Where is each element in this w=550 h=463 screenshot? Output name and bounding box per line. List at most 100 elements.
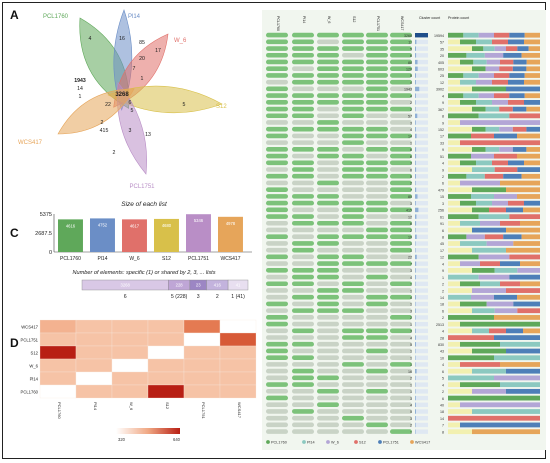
presence-pill	[390, 294, 412, 300]
composition-segment	[460, 301, 487, 307]
presence-pill	[366, 100, 388, 105]
table-col-header: Pl14	[302, 16, 306, 23]
cluster-bar	[415, 241, 416, 246]
presence-pill	[342, 247, 364, 253]
composition-segment	[485, 126, 500, 132]
composition-segment	[506, 388, 540, 394]
presence-pill	[266, 429, 288, 434]
cluster-count: 3	[410, 330, 412, 334]
cluster-bar-bg	[415, 375, 428, 381]
presence-pill	[292, 409, 314, 414]
cluster-bar	[415, 389, 416, 394]
table-row: 14 17	[266, 133, 540, 139]
presence-pill	[342, 106, 364, 112]
venn-count: 20	[139, 56, 145, 62]
presence-pill	[317, 301, 339, 307]
presence-pill	[366, 268, 388, 273]
presence-pill	[342, 93, 364, 98]
presence-pill	[317, 187, 339, 192]
table-row: 19 8	[266, 234, 540, 240]
bar-value-label: 4680	[162, 223, 172, 228]
composition-segment	[476, 100, 492, 105]
composition-segment	[517, 153, 540, 159]
cluster-bar	[415, 382, 416, 387]
heat-row-label: W_6	[29, 364, 38, 369]
presence-pill	[390, 288, 412, 293]
protein-count: 256	[438, 209, 444, 213]
heat-col-label: W_6	[129, 402, 134, 411]
presence-pill	[390, 32, 412, 38]
heat-cell	[75, 319, 113, 334]
presence-pill	[366, 180, 388, 186]
composition-segment	[476, 160, 492, 166]
cluster-count: 1	[410, 303, 412, 307]
composition-segment	[448, 335, 494, 340]
legend-item: PCL1760	[266, 440, 287, 445]
composition-segment	[506, 348, 540, 354]
venn-count: 2	[101, 120, 104, 126]
composition-segment	[478, 254, 510, 260]
cluster-count: 2	[410, 101, 412, 105]
presence-pill	[266, 52, 288, 58]
composition-segment	[509, 214, 540, 220]
presence-pill	[317, 362, 339, 367]
table-row: 6 51	[266, 153, 540, 159]
legend-item: W_6	[326, 440, 339, 445]
table-row: 5 35	[266, 46, 540, 51]
composition-segment	[494, 315, 540, 320]
presence-pill	[366, 153, 388, 159]
heat-cell	[219, 384, 257, 399]
presence-pill	[342, 140, 364, 145]
bar-value-label: 4978	[226, 221, 236, 226]
presence-pill	[292, 59, 314, 65]
legend-item: PCL1751	[378, 440, 399, 445]
presence-pill	[292, 415, 314, 421]
composition-segment	[472, 207, 489, 213]
presence-pill	[317, 388, 339, 394]
protein-count: 405	[438, 61, 444, 65]
cluster-bar	[415, 335, 416, 340]
presence-pill	[292, 294, 314, 300]
composition-segment	[448, 160, 460, 166]
cluster-bar-bg	[415, 355, 428, 360]
presence-pill	[266, 66, 288, 71]
venn-set-label: PCL1760	[43, 14, 69, 20]
cluster-bar-bg	[415, 201, 428, 206]
cluster-bar-bg	[415, 328, 428, 334]
cluster-count: 4	[410, 276, 412, 280]
protein-count: 14	[440, 417, 444, 421]
table-row: 3268 19594	[266, 32, 540, 38]
cluster-count: 4	[410, 128, 412, 132]
cluster-bar	[415, 416, 416, 421]
cluster-count-header: Cluster count	[419, 16, 440, 20]
composition-segment	[448, 274, 479, 280]
presence-pill	[366, 200, 388, 206]
cluster-bar	[415, 147, 417, 152]
presence-pill	[366, 328, 388, 334]
composition-segment	[448, 288, 472, 293]
cluster-bar	[415, 321, 416, 327]
composition-segment	[499, 147, 513, 152]
presence-pill	[342, 402, 364, 407]
cluster-count: 16	[408, 370, 412, 374]
legend-swatch	[302, 440, 306, 444]
venn-count: 2	[113, 150, 116, 156]
presence-pill	[342, 214, 364, 219]
presence-pill	[366, 288, 388, 293]
composition-segment	[448, 268, 472, 273]
presence-pill	[390, 388, 412, 394]
cluster-bar-bg	[415, 39, 428, 45]
presence-pill	[390, 100, 412, 105]
presence-pill	[317, 335, 339, 340]
heat-legend-bar	[116, 428, 180, 434]
presence-pill	[390, 180, 412, 186]
heat-cell	[75, 384, 113, 399]
cluster-bar-bg	[415, 53, 428, 58]
cluster-bar	[415, 429, 416, 434]
composition-segment	[499, 66, 513, 72]
composition-segment	[494, 335, 540, 340]
presence-pill	[390, 160, 412, 166]
composition-segment	[448, 402, 460, 408]
composition-segment	[494, 308, 518, 314]
